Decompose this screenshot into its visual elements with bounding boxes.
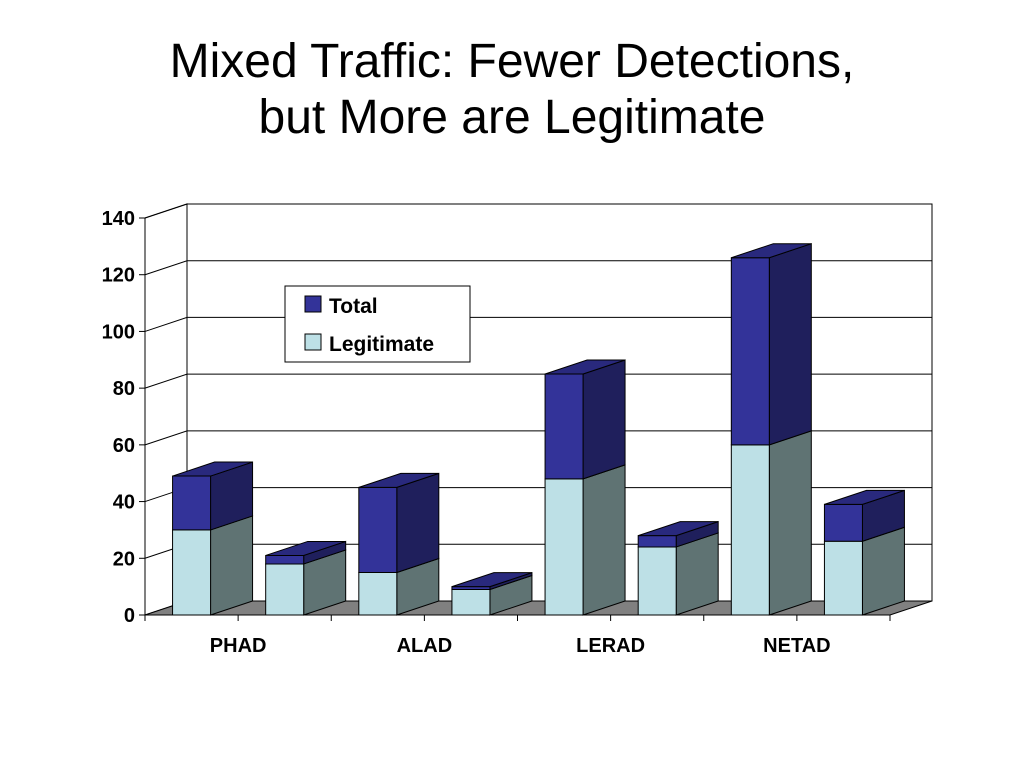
- chart-title-line-1: Mixed Traffic: Fewer Detections,: [169, 35, 855, 88]
- gridline: [144, 203, 932, 219]
- bar-total-top: [358, 472, 439, 488]
- bar-total-top: [265, 540, 346, 556]
- bar-total: [265, 554, 305, 565]
- y-tick-label: 120: [102, 265, 135, 287]
- bars: [172, 243, 905, 616]
- y-tick-label: 20: [113, 548, 135, 570]
- legend-label-total: Total: [329, 295, 378, 318]
- legend-swatch-total: [304, 295, 322, 313]
- bar-legitimate-side: [210, 515, 254, 616]
- chart-title-line-2: but More are Legitimate: [258, 91, 766, 144]
- x-axis: PHAD ALAD LERAD NETAD: [144, 614, 891, 657]
- bar-total-top: [451, 572, 533, 588]
- chart-title: Mixed Traffic: Fewer Detections, but Mor…: [0, 34, 1024, 146]
- legend-swatch-legitimate: [304, 333, 322, 351]
- bar-total: [172, 475, 212, 531]
- bar-total: [823, 503, 863, 542]
- bar-total-top: [172, 461, 253, 477]
- bar-total-top: [544, 359, 626, 375]
- bar-total-top: [731, 243, 812, 259]
- y-tick-label: 80: [113, 378, 135, 400]
- x-tick-label: NETAD: [763, 635, 830, 657]
- y-axis: 0 20 40 60 80 100 120 140: [102, 208, 146, 627]
- bar-legitimate: [544, 478, 584, 616]
- bar-total: [730, 257, 770, 446]
- legend: Total Legitimate: [284, 285, 471, 363]
- chart-walls: [144, 203, 933, 616]
- bar-total-side: [582, 359, 626, 480]
- y-tick-label: 140: [102, 208, 135, 230]
- gridline: [144, 260, 932, 276]
- bar-total-top: [638, 521, 719, 537]
- bar-total: [544, 373, 584, 480]
- bar-total-top: [824, 489, 905, 505]
- gridline: [144, 316, 932, 332]
- bar-legitimate-side: [582, 464, 626, 616]
- legend-label-legitimate: Legitimate: [329, 333, 434, 356]
- bar-legitimate: [823, 540, 863, 616]
- bar-legitimate: [265, 563, 305, 616]
- bar-legitimate: [451, 588, 491, 616]
- gridline: [144, 373, 932, 389]
- bar-legitimate-side: [861, 526, 905, 616]
- y-tick-label: 0: [124, 605, 135, 627]
- y-tick-label: 60: [113, 435, 135, 457]
- bar-legitimate-side: [768, 430, 812, 616]
- y-tick-label: 100: [102, 321, 135, 343]
- bar-total-side: [396, 472, 440, 574]
- bar-total: [637, 535, 677, 548]
- gridline: [144, 430, 932, 446]
- x-tick-label: PHAD: [210, 635, 267, 657]
- bar-legitimate: [637, 546, 677, 616]
- bar-legitimate: [730, 444, 770, 616]
- floor: [144, 600, 933, 616]
- bar-total: [358, 486, 398, 573]
- bar-total-side: [768, 243, 812, 446]
- bar-legitimate: [358, 571, 398, 616]
- bar-legitimate: [172, 529, 212, 616]
- x-tick-label: LERAD: [576, 635, 645, 657]
- y-tick-label: 40: [113, 492, 135, 514]
- x-tick-label: ALAD: [397, 635, 453, 657]
